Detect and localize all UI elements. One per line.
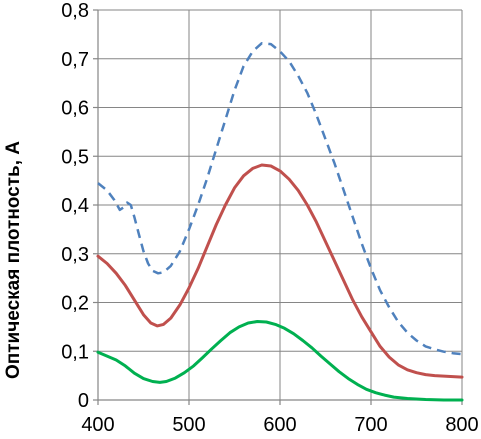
x-tick-label: 800: [445, 414, 478, 436]
y-tick-label: 0,1: [61, 341, 89, 363]
y-tick-label: 0,6: [61, 98, 89, 120]
x-tick-label: 600: [263, 414, 296, 436]
y-tick-label: 0,5: [61, 146, 89, 168]
y-tick-label: 0,4: [61, 195, 89, 217]
x-tick-label: 700: [354, 414, 387, 436]
x-tick-label: 500: [172, 414, 205, 436]
axes: [93, 9, 463, 405]
series-layer: [96, 41, 464, 402]
y-tick-label: 0,8: [61, 0, 89, 22]
y-tick-label: 0,3: [61, 244, 89, 266]
series-line-2: [96, 163, 464, 379]
grid: [98, 9, 463, 400]
x-tick-labels: 400 500 600 700 800: [81, 414, 478, 436]
y-axis-title: Оптическая плотность, А: [3, 141, 24, 379]
series-line-3: [96, 320, 464, 402]
y-tick-label: 0,7: [61, 49, 89, 71]
x-tick-label: 400: [81, 414, 114, 436]
y-tick-labels: 0 0,1 0,2 0,3 0,4 0,5 0,6 0,7 0,8: [61, 0, 89, 412]
y-tick-label: 0,2: [61, 293, 89, 315]
y-tick-label: 0: [78, 390, 89, 412]
